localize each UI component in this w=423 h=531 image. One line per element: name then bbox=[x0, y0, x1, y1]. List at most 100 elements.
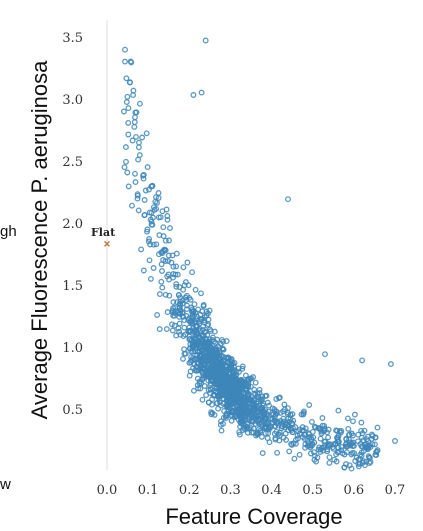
data-point bbox=[350, 418, 356, 425]
data-point bbox=[219, 358, 225, 365]
data-point bbox=[194, 382, 201, 389]
data-point bbox=[153, 205, 160, 212]
data-point bbox=[195, 385, 202, 392]
data-point bbox=[218, 385, 225, 392]
data-point bbox=[123, 75, 130, 82]
data-point bbox=[218, 427, 225, 434]
data-point bbox=[314, 454, 321, 461]
data-point bbox=[146, 236, 153, 242]
data-point bbox=[367, 455, 373, 461]
data-point bbox=[176, 300, 183, 307]
cut-off-label-upper: gh bbox=[0, 223, 17, 240]
data-point bbox=[150, 265, 157, 271]
data-point bbox=[232, 394, 239, 401]
data-point bbox=[166, 292, 173, 299]
data-point bbox=[167, 225, 173, 232]
data-point bbox=[201, 317, 208, 324]
data-point bbox=[122, 58, 128, 65]
data-point bbox=[223, 410, 230, 417]
data-point bbox=[198, 89, 205, 96]
x-axis-title: Feature Coverage bbox=[165, 504, 342, 529]
data-point bbox=[125, 119, 132, 126]
data-point bbox=[326, 454, 333, 461]
data-point bbox=[344, 415, 351, 422]
data-point bbox=[317, 446, 324, 453]
data-point bbox=[125, 131, 132, 138]
data-point bbox=[343, 435, 350, 442]
data-point bbox=[333, 427, 340, 434]
data-point bbox=[214, 393, 221, 400]
data-point bbox=[310, 434, 317, 441]
data-point bbox=[203, 392, 210, 399]
data-point bbox=[163, 206, 170, 213]
data-point bbox=[132, 114, 138, 121]
data-point bbox=[335, 407, 342, 414]
data-point bbox=[262, 393, 269, 400]
data-point bbox=[180, 286, 187, 293]
data-point bbox=[156, 291, 163, 298]
x-ticks: 0.0 0.1 0.2 0.3 0.4 0.5 0.6 0.7 bbox=[97, 483, 406, 498]
data-point bbox=[349, 440, 355, 447]
data-point bbox=[215, 343, 222, 350]
data-point bbox=[369, 433, 376, 439]
data-point bbox=[333, 458, 340, 465]
data-point bbox=[220, 391, 227, 398]
data-point bbox=[327, 441, 334, 448]
data-point bbox=[271, 406, 278, 413]
data-point bbox=[311, 449, 317, 456]
data-point bbox=[336, 428, 343, 434]
data-point bbox=[140, 175, 147, 182]
data-point bbox=[387, 361, 394, 368]
x-tick-label: 0.3 bbox=[220, 483, 241, 498]
data-point bbox=[200, 362, 207, 369]
data-point bbox=[236, 410, 243, 417]
data-point bbox=[262, 430, 269, 437]
data-point bbox=[164, 309, 171, 316]
data-point bbox=[145, 238, 152, 245]
cut-off-label-lower: w bbox=[0, 476, 11, 493]
data-point bbox=[257, 408, 264, 415]
data-point bbox=[201, 329, 208, 336]
data-point bbox=[126, 79, 133, 86]
data-point bbox=[203, 372, 210, 379]
data-point bbox=[162, 237, 169, 244]
data-point bbox=[225, 355, 232, 362]
data-point bbox=[295, 428, 302, 435]
data-point bbox=[201, 314, 208, 321]
data-point bbox=[299, 434, 306, 440]
x-tick-label: 0.2 bbox=[179, 483, 200, 498]
data-point bbox=[272, 411, 279, 418]
data-point bbox=[160, 224, 167, 231]
data-point bbox=[204, 322, 211, 329]
data-point bbox=[170, 263, 177, 270]
data-point bbox=[312, 424, 319, 431]
data-point bbox=[259, 402, 266, 409]
data-point bbox=[261, 416, 268, 423]
data-point bbox=[222, 413, 229, 420]
data-point bbox=[285, 405, 291, 412]
data-point bbox=[220, 353, 227, 360]
data-point bbox=[186, 336, 193, 343]
data-point bbox=[141, 197, 148, 203]
data-point bbox=[236, 402, 243, 409]
data-point bbox=[228, 388, 235, 395]
data-point bbox=[156, 326, 163, 333]
data-point bbox=[202, 37, 209, 44]
data-point bbox=[208, 409, 215, 416]
data-point bbox=[326, 459, 333, 466]
data-point bbox=[300, 411, 307, 418]
data-point bbox=[267, 424, 274, 431]
data-point bbox=[267, 415, 273, 422]
data-point bbox=[258, 412, 264, 419]
data-point bbox=[146, 186, 152, 193]
data-point bbox=[146, 257, 153, 264]
data-point bbox=[190, 92, 197, 98]
data-point bbox=[186, 315, 192, 322]
data-point bbox=[136, 100, 143, 107]
data-point bbox=[338, 447, 345, 454]
y-tick-label: 1.0 bbox=[62, 341, 83, 356]
data-point bbox=[319, 415, 326, 421]
data-point bbox=[160, 233, 167, 240]
data-point bbox=[186, 294, 193, 301]
y-axis-title: Average Fluorescence P. aeruginosa bbox=[27, 60, 52, 420]
